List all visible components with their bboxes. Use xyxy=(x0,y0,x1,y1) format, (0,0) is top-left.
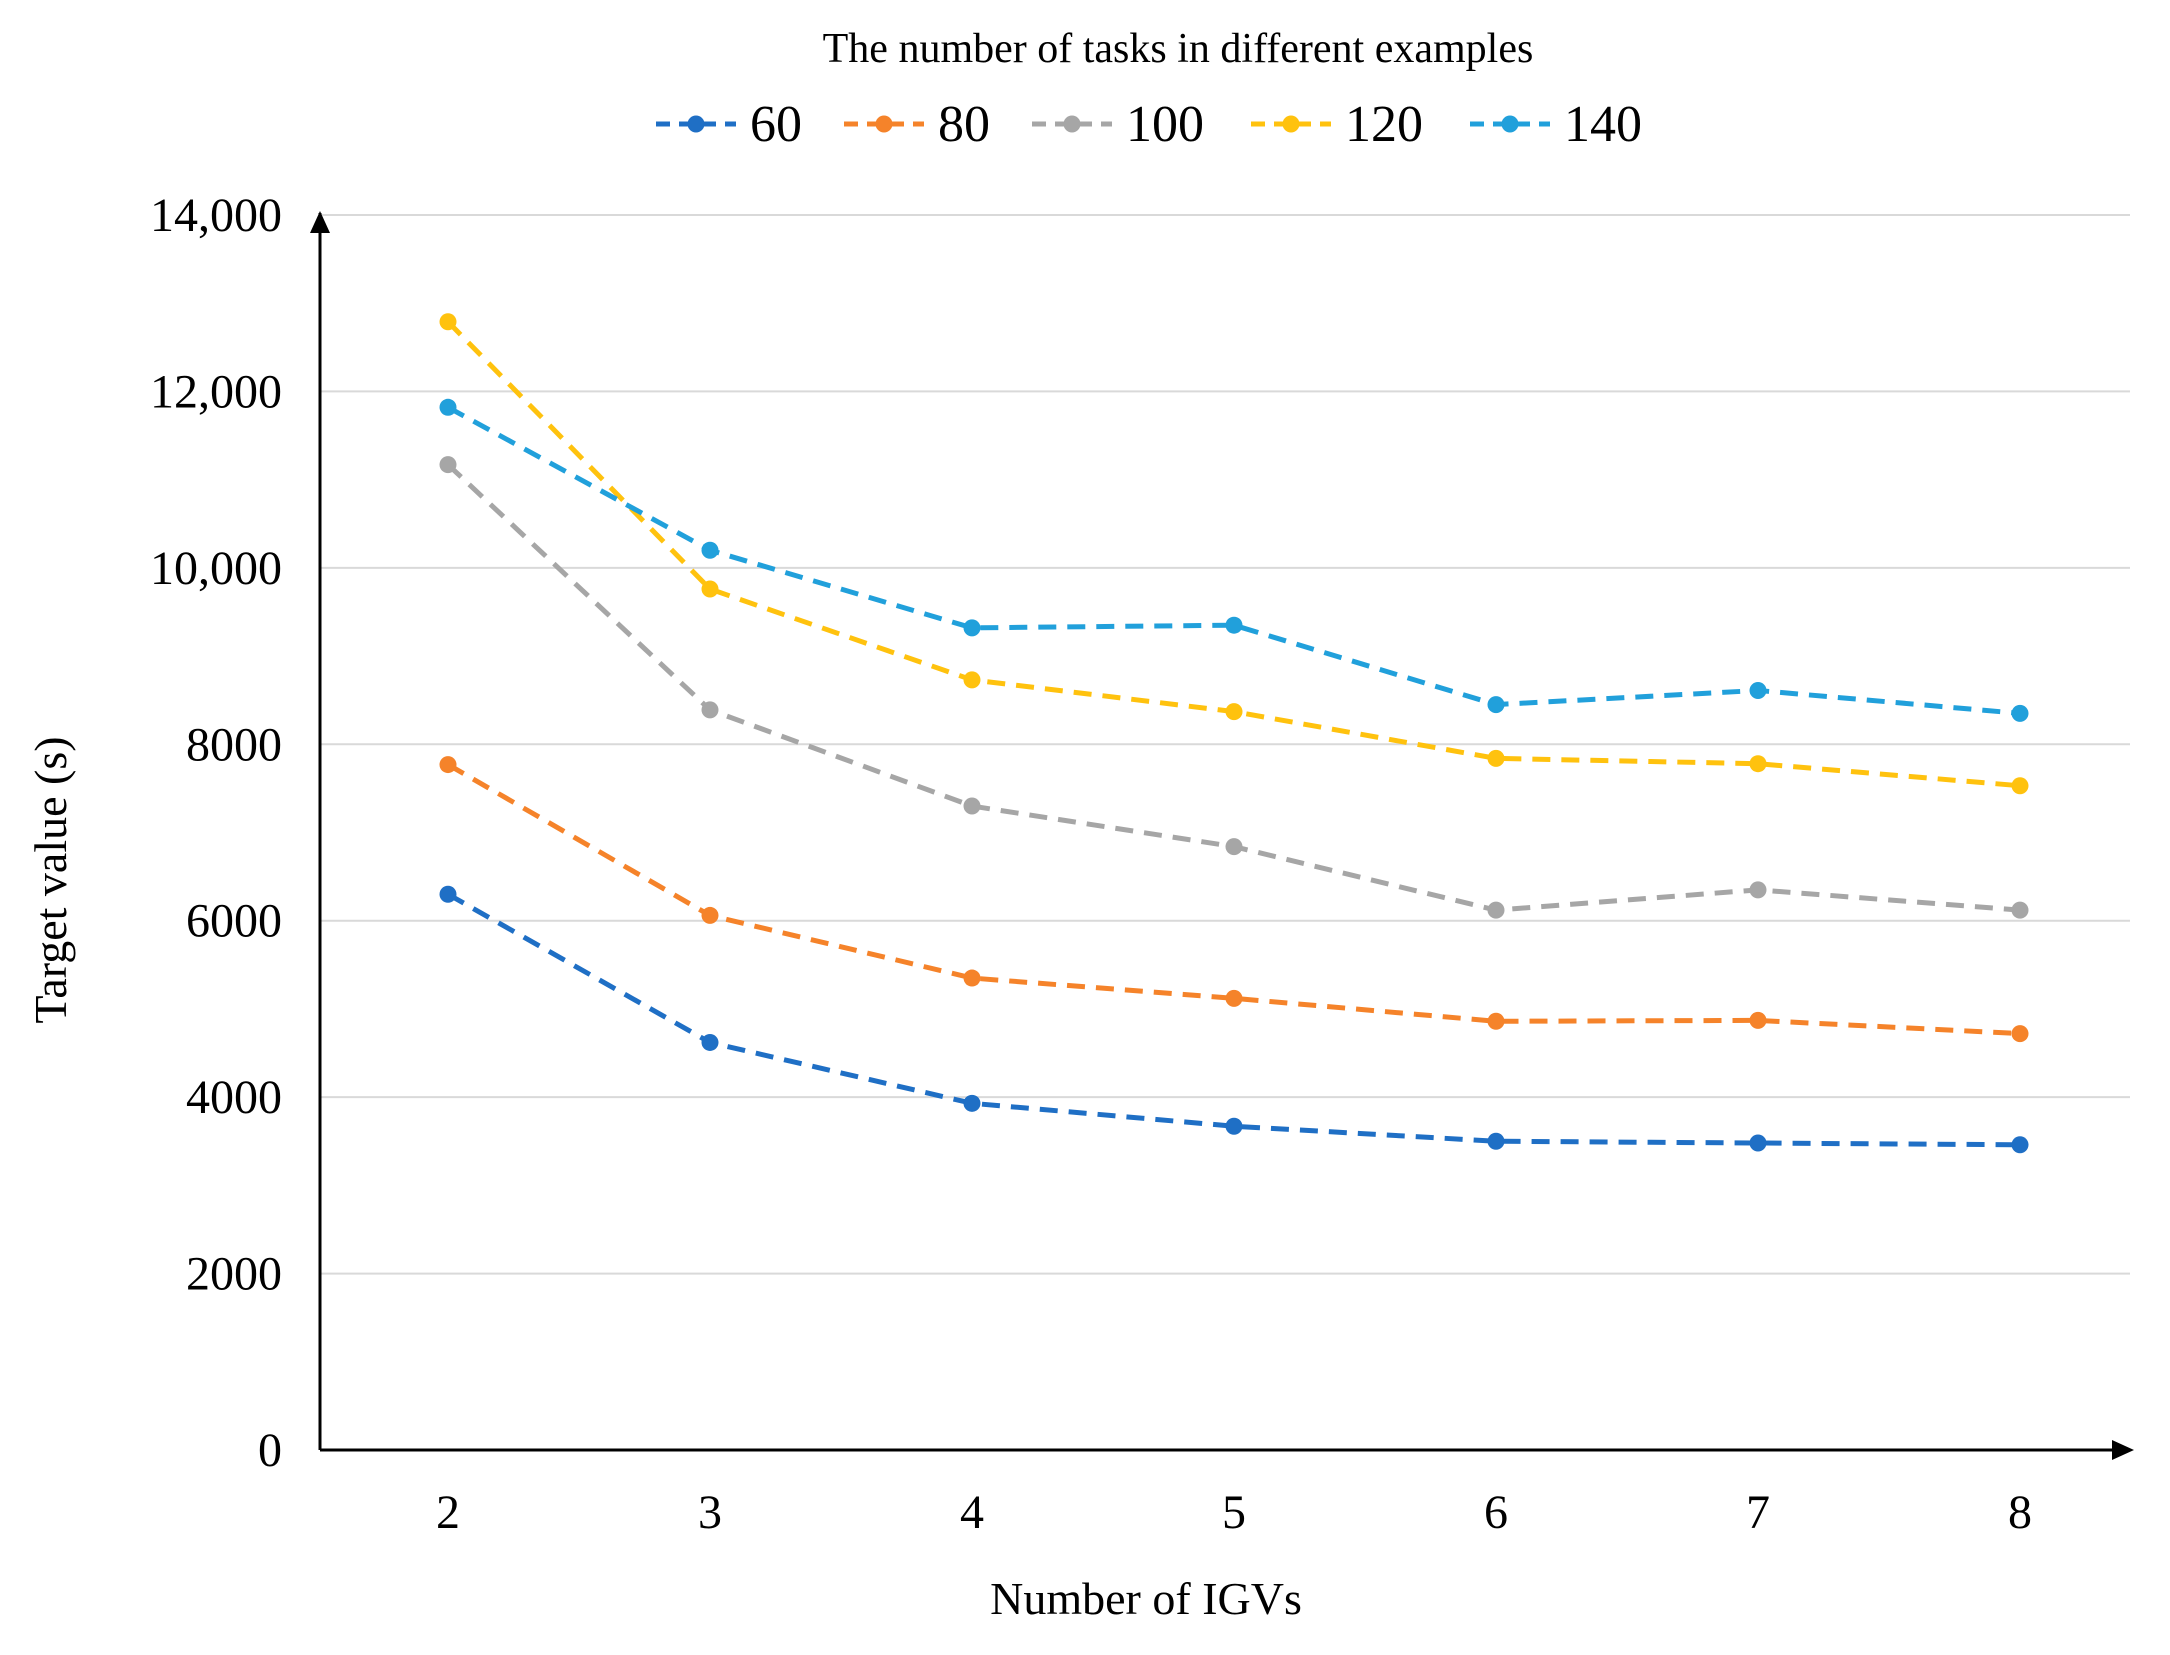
data-point xyxy=(701,580,719,598)
data-point xyxy=(701,906,719,924)
data-point xyxy=(963,797,981,815)
data-point xyxy=(1749,755,1767,773)
y-tick-label: 6000 xyxy=(186,895,282,948)
legend-entry-120: 120 xyxy=(1251,96,1423,153)
legend-label: 120 xyxy=(1345,96,1423,153)
data-point xyxy=(2011,1025,2029,1043)
y-axis-arrow xyxy=(310,211,330,233)
data-point xyxy=(2011,901,2029,919)
data-point xyxy=(1749,1134,1767,1152)
legend-entry-140: 140 xyxy=(1470,96,1642,153)
legend-label: 100 xyxy=(1126,96,1204,153)
legend-label: 60 xyxy=(750,96,802,153)
data-point xyxy=(1749,1011,1767,1029)
series-line xyxy=(446,892,2021,1148)
series-120 xyxy=(439,313,2029,795)
x-tick-label: 8 xyxy=(2008,1486,2032,1539)
data-point xyxy=(1749,681,1767,699)
data-point xyxy=(1487,696,1505,714)
data-point xyxy=(963,619,981,637)
legend-marker xyxy=(875,115,893,133)
x-tick-labels: 2 3 4 5 6 7 8 xyxy=(436,1486,2032,1539)
data-point xyxy=(439,398,457,416)
x-tick-label: 2 xyxy=(436,1486,460,1539)
legend-marker xyxy=(1501,115,1519,133)
data-point xyxy=(2011,1136,2029,1154)
y-tick-label: 10,000 xyxy=(150,542,282,595)
x-tick-label: 4 xyxy=(960,1486,984,1539)
legend: The number of tasks in different example… xyxy=(656,26,1642,153)
data-point xyxy=(2011,704,2029,722)
legend-title: The number of tasks in different example… xyxy=(823,26,1534,72)
series-80 xyxy=(439,756,2029,1043)
legend-marker xyxy=(687,115,705,133)
y-tick-label: 14,000 xyxy=(150,189,282,242)
x-axis-label: Number of IGVs xyxy=(990,1573,1302,1624)
x-tick-label: 6 xyxy=(1484,1486,1508,1539)
data-point xyxy=(963,1094,981,1112)
data-point xyxy=(701,701,719,719)
data-point xyxy=(1487,1012,1505,1030)
x-axis-arrow xyxy=(2112,1440,2134,1460)
data-point xyxy=(439,885,457,903)
y-tick-label: 4000 xyxy=(186,1071,282,1124)
data-point xyxy=(1225,703,1243,721)
series-60 xyxy=(439,885,2029,1154)
data-point xyxy=(1225,989,1243,1007)
data-point xyxy=(963,671,981,689)
legend-label: 140 xyxy=(1564,96,1642,153)
data-point xyxy=(439,756,457,774)
series-140 xyxy=(439,398,2029,722)
data-point xyxy=(1225,616,1243,634)
series xyxy=(439,313,2029,1154)
legend-marker xyxy=(1282,115,1300,133)
data-point xyxy=(1225,838,1243,856)
series-100 xyxy=(439,456,2029,919)
data-point xyxy=(439,456,457,474)
y-tick-labels: 0 2000 4000 6000 8000 10,000 12,000 14,000 xyxy=(150,189,282,1477)
gridlines xyxy=(320,214,2130,1275)
y-tick-label: 2000 xyxy=(186,1248,282,1301)
legend-entry-100: 100 xyxy=(1032,96,1204,153)
data-point xyxy=(1487,749,1505,767)
y-tick-label: 8000 xyxy=(186,718,282,771)
data-point xyxy=(439,313,457,331)
data-point xyxy=(2011,777,2029,795)
data-point xyxy=(1749,881,1767,899)
data-point xyxy=(1225,1117,1243,1135)
legend-marker xyxy=(1063,115,1081,133)
legend-entry-80: 80 xyxy=(844,96,990,153)
y-tick-label: 12,000 xyxy=(150,365,282,418)
legend-label: 80 xyxy=(938,96,990,153)
data-point xyxy=(1487,1132,1505,1150)
y-axis-label: Target value (s) xyxy=(25,736,76,1023)
x-tick-label: 7 xyxy=(1746,1486,1770,1539)
data-point xyxy=(1487,901,1505,919)
axes xyxy=(310,211,2134,1460)
data-point xyxy=(963,969,981,987)
data-point xyxy=(701,1033,719,1051)
x-tick-label: 5 xyxy=(1222,1486,1246,1539)
legend-entry-60: 60 xyxy=(656,96,802,153)
x-tick-label: 3 xyxy=(698,1486,722,1539)
y-tick-label: 0 xyxy=(258,1424,282,1477)
data-point xyxy=(701,541,719,559)
